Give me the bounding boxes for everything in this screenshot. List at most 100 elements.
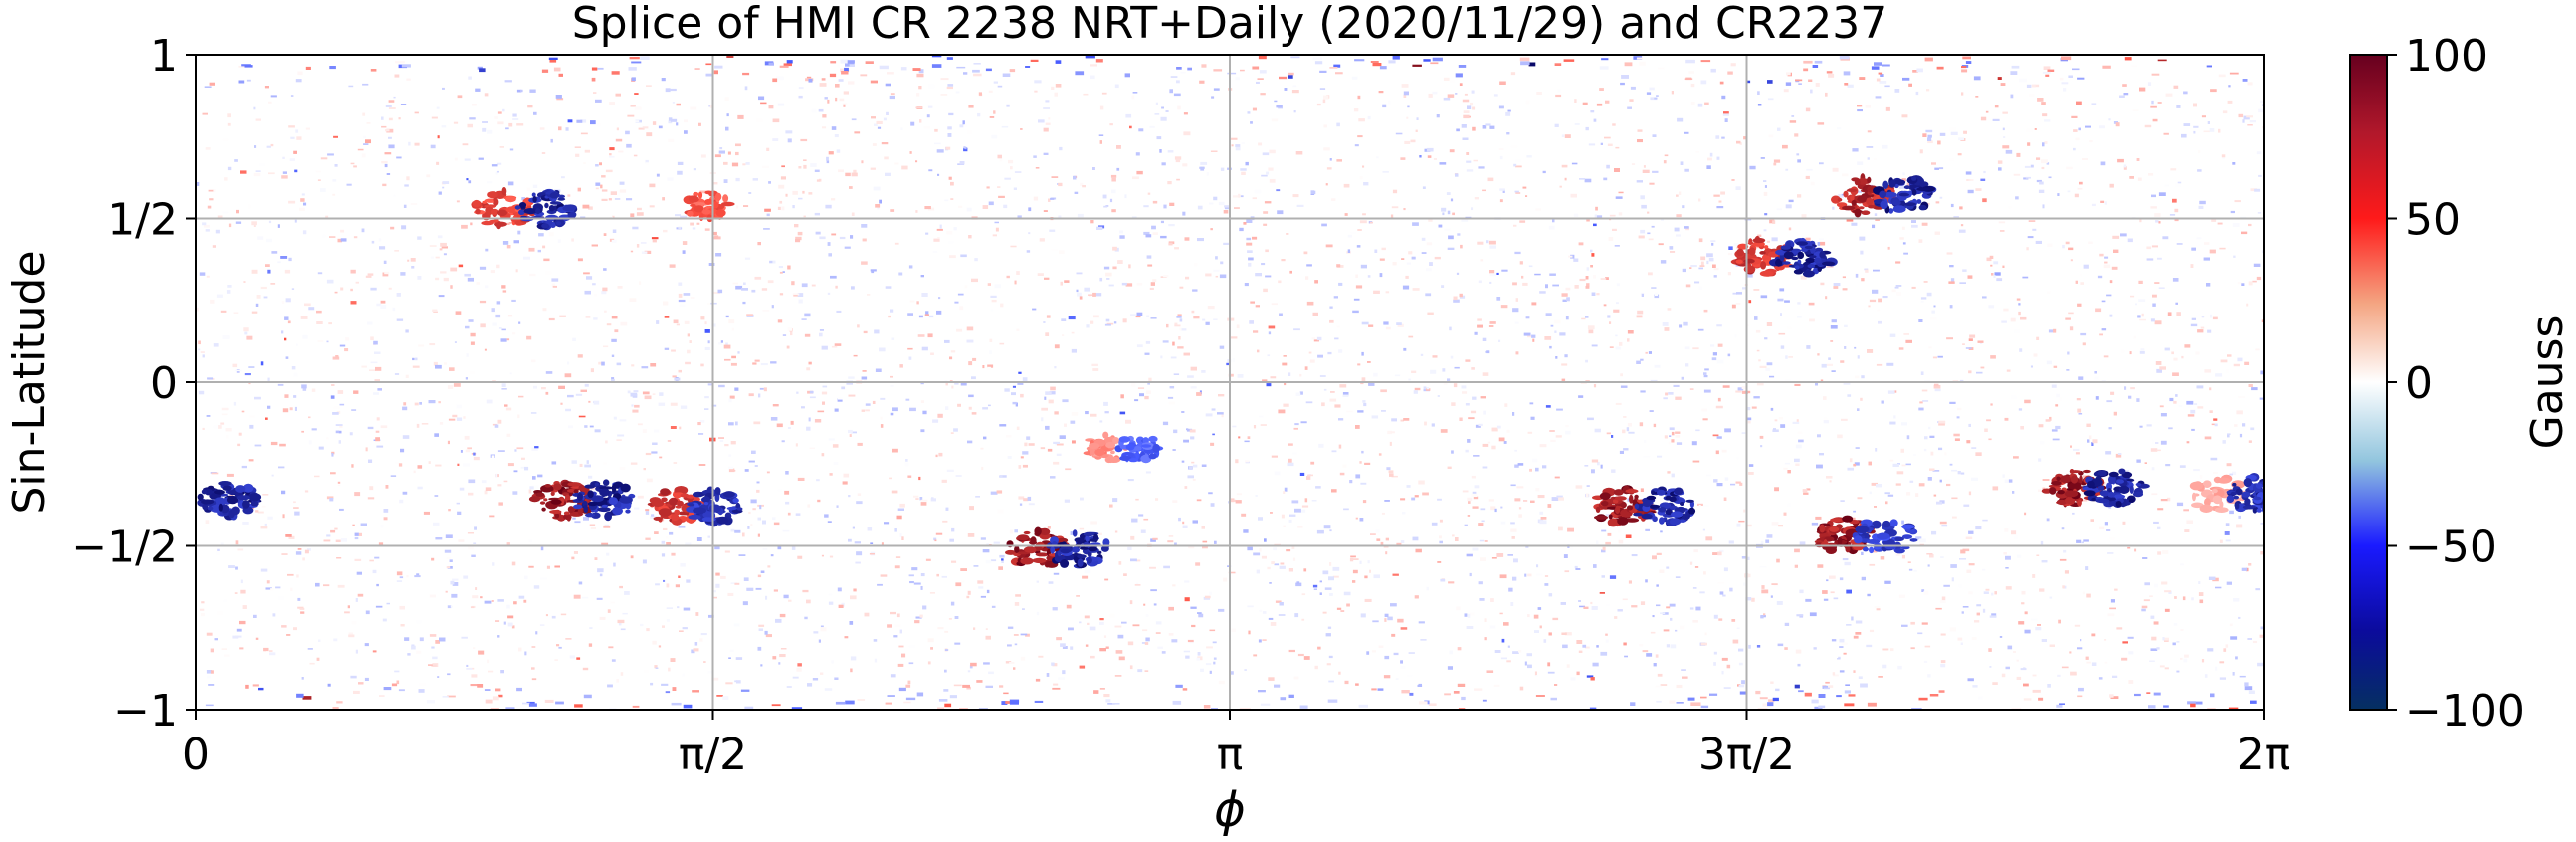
noise-pixel [2174,596,2177,599]
noise-pixel [1784,647,1788,650]
noise-pixel [2024,611,2028,615]
noise-pixel [819,83,827,87]
noise-pixel [714,154,721,158]
noise-pixel [2136,398,2140,402]
noise-pixel [1184,486,1188,489]
noise-pixel [796,667,802,672]
noise-pixel [2091,662,2097,666]
noise-pixel [354,536,359,540]
noise-pixel [1841,642,1848,645]
noise-pixel [1817,122,1825,125]
noise-pixel [2036,157,2041,160]
noise-pixel [1675,434,1681,438]
noise-pixel [2099,526,2105,529]
noise-pixel [589,627,593,629]
noise-pixel [1676,442,1683,445]
noise-pixel [599,162,602,166]
noise-pixel [1832,206,1835,210]
noise-pixel [1519,261,1523,265]
noise-pixel [293,395,297,398]
noise-pixel [1738,684,1745,688]
noise-pixel [528,247,535,252]
noise-pixel [2100,200,2105,203]
noise-pixel [1489,270,1495,274]
noise-pixel [1779,288,1785,292]
noise-pixel [1247,605,1254,608]
noise-pixel [497,484,502,487]
noise-pixel [348,85,354,88]
noise-pixel [1377,688,1384,691]
noise-pixel [1828,357,1831,360]
noise-pixel [350,288,353,292]
noise-pixel [466,664,469,667]
noise-pixel [469,117,476,120]
noise-pixel [930,352,934,355]
noise-pixel [1047,526,1051,529]
noise-pixel [403,402,407,406]
noise-pixel [895,556,901,558]
noise-pixel [1986,257,1992,262]
noise-pixel [1367,275,1371,278]
noise-pixel [1666,606,1671,609]
noise-pixel [2048,176,2052,179]
noise-pixel [1518,514,1522,518]
noise-pixel [370,336,374,341]
noise-pixel [443,277,449,282]
noise-pixel [1591,606,1598,610]
noise-pixel [1605,541,1611,545]
noise-pixel [971,278,978,283]
noise-pixel [1982,519,1988,522]
noise-pixel [1119,411,1126,415]
noise-pixel [2061,82,2069,85]
noise-pixel [1415,548,1422,553]
noise-pixel [1001,559,1004,563]
noise-pixel [890,611,896,615]
noise-pixel [1643,455,1651,458]
noise-pixel [1394,374,1401,377]
noise-pixel [1643,165,1646,168]
noise-pixel [1105,272,1112,277]
noise-pixel [1855,273,1859,278]
noise-pixel [1477,324,1483,328]
noise-pixel [953,428,958,432]
noise-pixel [1316,529,1324,534]
noise-pixel [1494,650,1501,653]
noise-pixel [977,112,981,117]
noise-pixel [267,405,271,409]
noise-pixel [1130,558,1137,562]
noise-pixel [1091,363,1098,366]
noise-pixel [501,328,506,331]
noise-pixel [1785,355,1788,359]
noise-pixel [900,127,903,130]
noise-pixel [1098,532,1102,535]
noise-pixel [2146,424,2152,427]
noise-pixel [1354,59,1365,62]
noise-pixel [1943,584,1950,587]
noise-pixel [486,399,493,404]
noise-pixel [870,167,876,170]
noise-pixel [2065,317,2071,320]
noise-pixel [1248,262,1252,267]
noise-pixel [1163,204,1167,209]
noise-pixel [1908,83,1912,87]
noise-pixel [2155,361,2162,365]
noise-pixel [1283,403,1289,407]
noise-pixel [1283,355,1287,357]
noise-pixel [2026,84,2032,88]
noise-pixel [1842,276,1846,279]
noise-pixel [1035,167,1040,169]
noise-pixel [2121,657,2128,661]
noise-pixel [265,264,270,267]
noise-pixel [2232,223,2240,227]
noise-pixel [1515,351,1519,355]
noise-pixel [464,158,471,161]
noise-pixel [1499,188,1505,191]
noise-pixel [1005,701,1012,704]
noise-pixel [1464,524,1468,526]
noise-pixel [1103,205,1108,208]
noise-pixel [1301,593,1306,596]
noise-pixel [1472,396,1477,400]
noise-pixel [2042,487,2046,490]
noise-pixel [606,323,612,326]
noise-pixel [2144,582,2150,586]
